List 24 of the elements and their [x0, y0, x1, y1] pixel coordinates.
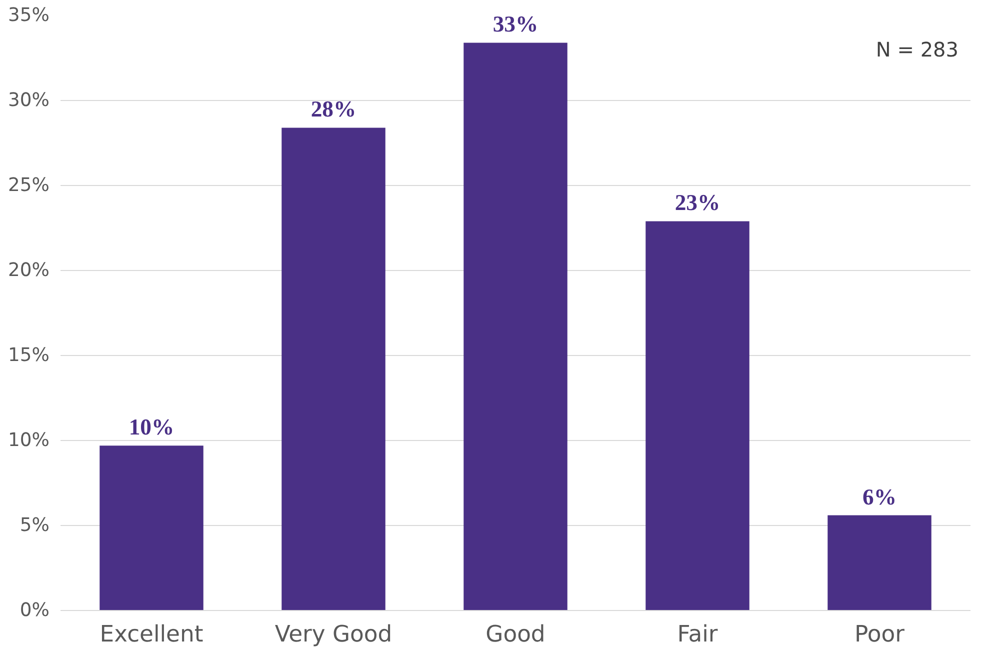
- y-tick-label: 35%: [8, 5, 50, 26]
- x-tick-label: Excellent: [100, 622, 204, 648]
- bar: [828, 515, 932, 610]
- y-tick-label: 10%: [8, 430, 50, 451]
- annotation: N = 283: [876, 38, 958, 62]
- y-tick-label: 30%: [8, 90, 50, 111]
- data-label: 10%: [128, 414, 174, 440]
- y-tick-label: 5%: [20, 515, 50, 536]
- x-tick-label: Very Good: [274, 622, 392, 648]
- bar: [100, 446, 204, 610]
- x-tick-label: Good: [486, 622, 546, 648]
- data-label: 28%: [310, 96, 356, 122]
- x-tick-label: Fair: [677, 622, 718, 648]
- data-label: 23%: [674, 190, 720, 216]
- bar: [646, 221, 750, 610]
- x-tick-label: Poor: [854, 622, 906, 648]
- data-label: 33%: [492, 12, 538, 37]
- y-tick-label: 0%: [20, 600, 50, 621]
- y-tick-label: 15%: [8, 345, 50, 366]
- data-label: 6%: [862, 484, 896, 510]
- bar: [282, 128, 386, 610]
- y-tick-label: 20%: [8, 260, 50, 281]
- y-tick-label: 25%: [8, 175, 50, 196]
- bar: [464, 42, 568, 610]
